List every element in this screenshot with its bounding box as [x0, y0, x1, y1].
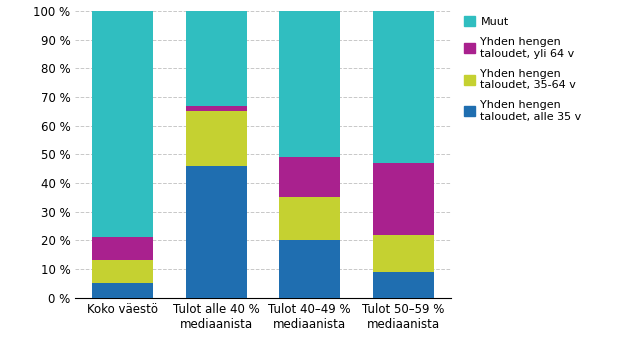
- Bar: [279, 240, 340, 298]
- Bar: [373, 11, 434, 163]
- Bar: [92, 11, 153, 237]
- Bar: [373, 163, 434, 234]
- Bar: [92, 237, 153, 260]
- Bar: [279, 197, 340, 240]
- Legend: Muut, Yhden hengen
taloudet, yli 64 v, Yhden hengen
taloudet, 35-64 v, Yhden hen: Muut, Yhden hengen taloudet, yli 64 v, Y…: [464, 16, 582, 122]
- Bar: [92, 283, 153, 298]
- Bar: [373, 234, 434, 272]
- Bar: [186, 111, 247, 166]
- Bar: [279, 157, 340, 197]
- Bar: [186, 11, 247, 106]
- Bar: [279, 11, 340, 157]
- Bar: [373, 272, 434, 298]
- Bar: [186, 166, 247, 298]
- Bar: [92, 260, 153, 283]
- Bar: [186, 106, 247, 111]
